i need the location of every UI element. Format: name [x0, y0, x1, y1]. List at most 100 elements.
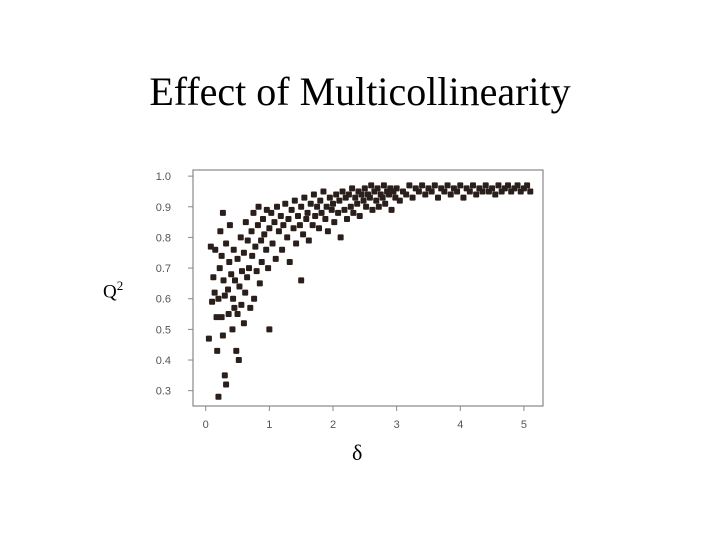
data-point — [206, 336, 212, 342]
data-point — [322, 216, 328, 222]
data-point — [316, 225, 322, 231]
data-point — [495, 182, 501, 188]
data-point — [300, 231, 306, 237]
data-point — [349, 185, 355, 191]
data-point — [266, 326, 272, 332]
data-point — [492, 192, 498, 198]
y-tick-label: 0.4 — [156, 355, 171, 367]
data-point — [394, 185, 400, 191]
y-axis-label-text: Q — [103, 281, 117, 302]
data-point — [419, 182, 425, 188]
x-tick-label: 5 — [521, 419, 527, 431]
data-point — [243, 219, 249, 225]
data-point — [214, 348, 220, 354]
data-point — [336, 198, 342, 204]
data-point — [217, 265, 223, 271]
data-point — [212, 290, 218, 296]
data-point — [515, 182, 521, 188]
y-tick-label: 0.9 — [156, 202, 171, 214]
data-point — [305, 210, 311, 216]
data-point — [225, 287, 231, 293]
data-point — [467, 188, 473, 194]
data-point — [257, 280, 263, 286]
data-point — [249, 228, 255, 234]
data-point — [410, 195, 416, 201]
data-point — [271, 219, 277, 225]
data-point — [505, 182, 511, 188]
y-axis-label-superscript: 2 — [117, 278, 124, 293]
data-point — [274, 204, 280, 210]
data-point — [249, 253, 255, 259]
y-tick-label: 1.0 — [156, 171, 171, 183]
y-tick-label: 0.6 — [156, 294, 171, 306]
data-point — [244, 274, 250, 280]
data-point — [226, 259, 232, 265]
data-point — [320, 188, 326, 194]
data-point — [220, 333, 226, 339]
data-point — [341, 207, 347, 213]
data-point — [432, 182, 438, 188]
data-point — [319, 210, 325, 216]
data-point — [350, 210, 356, 216]
data-point — [266, 225, 272, 231]
data-point — [238, 234, 244, 240]
data-point — [310, 222, 316, 228]
data-point — [429, 188, 435, 194]
data-point — [441, 188, 447, 194]
data-point — [448, 192, 454, 198]
data-point — [524, 182, 530, 188]
y-tick-label: 0.3 — [156, 386, 171, 398]
data-point — [241, 250, 247, 256]
data-point — [311, 192, 317, 198]
data-point — [375, 185, 381, 191]
data-point — [247, 305, 253, 311]
data-point — [233, 348, 239, 354]
data-point — [261, 231, 267, 237]
data-point — [259, 259, 265, 265]
data-point — [219, 253, 225, 259]
x-tick-label: 0 — [203, 419, 209, 431]
data-point — [228, 271, 234, 277]
data-point — [406, 182, 412, 188]
data-point — [221, 277, 227, 283]
data-point — [359, 192, 365, 198]
data-point — [306, 237, 312, 243]
data-point — [329, 207, 335, 213]
data-point — [280, 222, 286, 228]
data-point — [344, 216, 350, 222]
data-point — [212, 247, 218, 253]
data-point — [361, 198, 367, 204]
data-point — [223, 382, 229, 388]
data-point — [473, 192, 479, 198]
data-point — [260, 216, 266, 222]
data-point — [416, 188, 422, 194]
data-point — [357, 213, 363, 219]
data-point — [250, 210, 256, 216]
data-point — [368, 182, 374, 188]
y-tick-label: 0.8 — [156, 232, 171, 244]
data-point — [340, 188, 346, 194]
data-point — [422, 192, 428, 198]
data-point — [297, 222, 303, 228]
data-point — [303, 216, 309, 222]
data-point — [346, 192, 352, 198]
data-point — [232, 277, 238, 283]
data-point — [222, 293, 228, 299]
data-point — [298, 204, 304, 210]
y-axis-label: Q2 — [103, 278, 123, 303]
data-point — [268, 210, 274, 216]
data-point — [312, 213, 318, 219]
data-point — [301, 195, 307, 201]
x-tick-label: 4 — [457, 419, 463, 431]
data-point — [335, 210, 341, 216]
data-point — [273, 256, 279, 262]
data-point — [362, 185, 368, 191]
data-point — [292, 198, 298, 204]
data-point — [454, 188, 460, 194]
data-point — [338, 234, 344, 240]
data-point — [254, 268, 260, 274]
data-point — [327, 195, 333, 201]
data-point — [252, 244, 258, 250]
data-point — [382, 201, 388, 207]
data-point — [256, 204, 262, 210]
